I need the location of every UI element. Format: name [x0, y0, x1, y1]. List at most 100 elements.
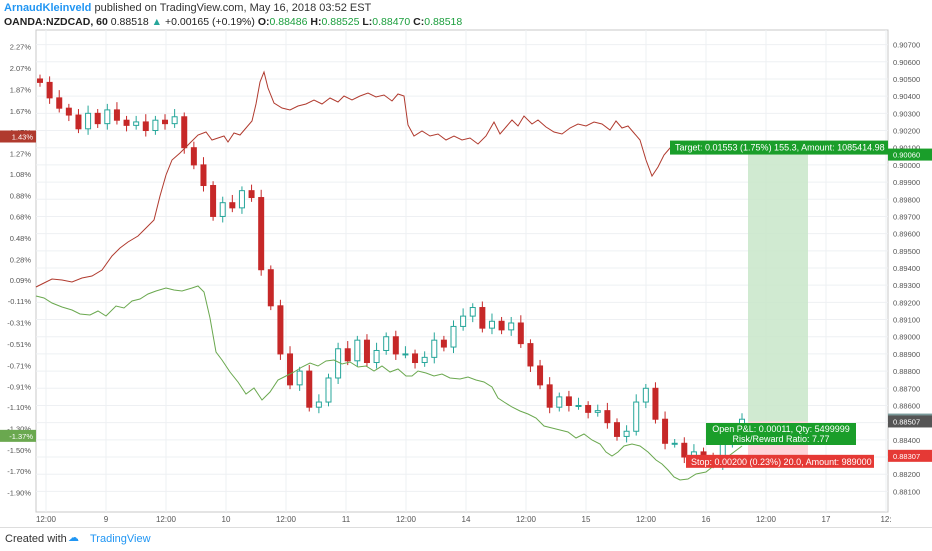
candle — [498, 320, 505, 331]
candle — [171, 116, 178, 125]
x-axis-tick: 12:00 — [396, 515, 417, 524]
left-axis-tick: 0.48% — [10, 234, 32, 243]
candle — [440, 339, 447, 348]
candle — [65, 107, 72, 116]
candle — [556, 396, 563, 408]
left-series-label: 1.43% — [12, 132, 34, 141]
candle — [142, 121, 149, 132]
x-axis-tick: 12:00 — [276, 515, 297, 524]
candle — [229, 202, 236, 209]
target-box — [670, 140, 888, 155]
candle — [306, 370, 313, 408]
candle — [594, 410, 601, 413]
candle — [642, 387, 649, 403]
candle — [104, 109, 111, 125]
candle — [94, 112, 101, 125]
left-series-label-bg — [0, 130, 36, 143]
right-axis-tick: 0.89800 — [893, 195, 920, 204]
up-arrow-icon: ▲ — [151, 16, 163, 28]
candle — [37, 78, 43, 83]
high-value: 0.88525 — [321, 16, 360, 28]
candle — [537, 365, 544, 386]
candle — [402, 353, 409, 356]
candle — [460, 315, 467, 327]
left-axis-tick: -0.51% — [7, 340, 31, 349]
open-pnl-box — [706, 423, 856, 445]
right-axis-tick: 0.89500 — [893, 247, 920, 256]
right-axis-tick: 0.88600 — [893, 401, 920, 410]
candle — [85, 112, 92, 130]
candle — [633, 401, 640, 432]
candle — [123, 119, 130, 126]
last-price: 0.88518 — [110, 16, 149, 28]
left-axis-tick: 1.67% — [10, 107, 32, 116]
candle — [431, 339, 438, 358]
publish-line: ArnaudKleinveld published on TradingView… — [4, 2, 371, 14]
stop-box — [686, 454, 874, 468]
left-axis-tick: -0.91% — [7, 383, 31, 392]
candle — [162, 119, 169, 125]
candle — [613, 422, 620, 437]
candle — [383, 336, 390, 351]
right-axis-tick: 0.90200 — [893, 127, 920, 136]
right-axis-tick: 0.90100 — [893, 144, 920, 153]
right-axis-tick: 0.89200 — [893, 298, 920, 307]
left-axis-tick: -0.31% — [7, 319, 31, 328]
publish-info: published on TradingView.com, May 16, 20… — [94, 2, 372, 14]
open-label: O: — [257, 16, 270, 28]
candle — [287, 353, 294, 386]
right-axis-tick: 0.90700 — [893, 41, 920, 50]
candle — [200, 164, 207, 187]
right-axis-tick: 0.90500 — [893, 75, 920, 84]
right-axis-tick: 0.89600 — [893, 230, 920, 239]
left-axis-tick: 0.88% — [10, 191, 32, 200]
left-series-label: -1.37% — [9, 432, 33, 441]
left-axis-tick: 1.08% — [10, 170, 32, 179]
comparison-line-green — [35, 285, 743, 481]
author-link[interactable]: ArnaudKleinveld — [4, 2, 92, 14]
right-axis-tick: 0.88700 — [893, 384, 920, 393]
candle — [56, 97, 63, 109]
right-axis-tick: 0.88400 — [893, 436, 920, 445]
tradingview-brand[interactable]: TradingView — [90, 533, 151, 545]
x-axis-tick: 14 — [462, 515, 471, 524]
candle — [325, 377, 332, 403]
left-axis-tick: -1.70% — [7, 467, 31, 476]
candle — [412, 353, 419, 364]
left-axis-tick: 1.27% — [10, 150, 32, 159]
right-axis-tick: 0.89900 — [893, 178, 920, 187]
left-axis-tick: 2.27% — [10, 43, 32, 52]
candle — [546, 384, 553, 408]
right-axis-tick: 0.88200 — [893, 470, 920, 479]
candle — [315, 401, 322, 408]
stop-text: Stop: 0.00200 (0.23%) 20.0, Amount: 9890… — [691, 457, 872, 467]
footer: Created with ☁ TradingView — [0, 527, 932, 551]
tradingview-logo-icon: ☁ — [68, 532, 79, 544]
right-axis-tick: 0.89100 — [893, 316, 920, 325]
price-label: 0.88307 — [893, 452, 920, 461]
x-axis-tick: 17 — [822, 515, 831, 524]
candle — [296, 370, 303, 386]
candle — [373, 349, 380, 364]
right-axis-tick: 0.88100 — [893, 487, 920, 496]
candle — [344, 348, 351, 362]
candle — [152, 119, 159, 132]
price-label-bg — [888, 148, 932, 161]
x-axis-tick: 12:00 — [756, 515, 777, 524]
open-pnl-text: Open P&L: 0.00011, Qty: 5499999 — [712, 424, 849, 434]
candle — [113, 109, 120, 121]
x-axis-tick: 15 — [582, 515, 591, 524]
close-label: C: — [413, 16, 425, 28]
x-axis-tick: 12:00 — [36, 515, 57, 524]
ohlc-line: OANDA:NZDCAD, 60 0.88518 ▲ +0.00165 (+0.… — [4, 16, 462, 28]
price-change: +0.00165 (+0.19%) — [164, 16, 255, 28]
x-axis-tick: 16 — [702, 515, 711, 524]
right-axis-tick: 0.89700 — [893, 212, 920, 221]
right-axis-tick: 0.89400 — [893, 264, 920, 273]
price-chart[interactable]: 0.90700 0.90600 0.90500 0.90400 0.90300 0.902… — [0, 0, 932, 527]
left-axis-tick: 2.07% — [10, 64, 32, 73]
right-axis-tick: 0.89300 — [893, 281, 920, 290]
candle — [575, 404, 582, 407]
right-axis-tick: 0.90300 — [893, 109, 920, 118]
left-axis-tick: -1.90% — [7, 489, 31, 498]
